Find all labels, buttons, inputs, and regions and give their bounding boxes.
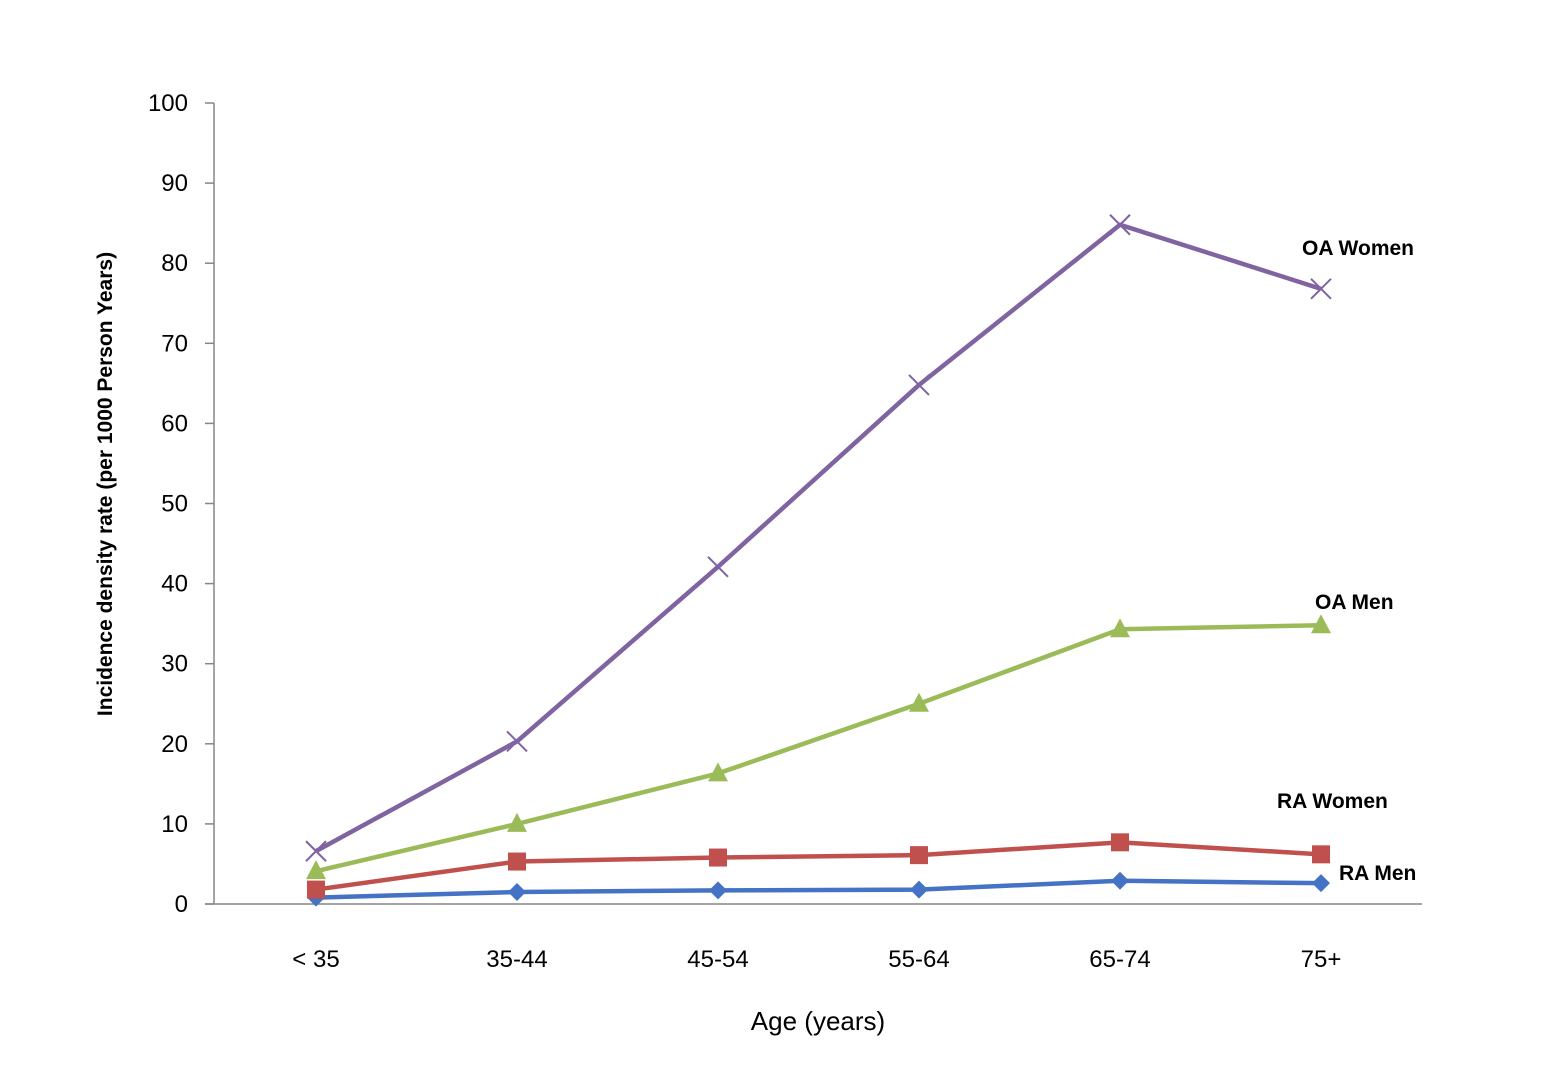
series-label-ra-women: RA Women (1277, 790, 1388, 813)
point-ra-men (1312, 874, 1330, 893)
y-tick-label: 10 (161, 811, 188, 838)
y-tick-label: 30 (161, 651, 188, 678)
series-ra-women (307, 833, 1330, 899)
point-ra-women (1312, 845, 1330, 864)
point-ra-women (1111, 833, 1129, 852)
series-oa-women (305, 214, 1332, 862)
point-ra-women (508, 852, 526, 871)
y-ticks: 0 10 20 30 40 50 60 70 80 90 100 (148, 90, 214, 918)
x-tick-label: 55-64 (888, 946, 949, 973)
series-line-ra-men (315, 878, 1322, 900)
series-layer (305, 214, 1332, 907)
point-ra-men (1111, 871, 1129, 890)
x-tick-label: 45-54 (687, 946, 748, 973)
point-oa-women (1109, 214, 1131, 236)
x-tick-label: 65-74 (1089, 946, 1150, 973)
series-oa-men (306, 614, 1331, 880)
series-label-oa-women: OA Women (1302, 237, 1414, 260)
y-tick-label: 70 (161, 330, 188, 357)
point-ra-men (709, 881, 727, 900)
point-oa-women (908, 374, 930, 396)
point-ra-women (307, 880, 325, 899)
point-oa-men (909, 692, 929, 712)
series-line-oa-women (314, 222, 1322, 854)
series-line-ra-women (315, 840, 1322, 892)
x-ticks: < 35 35-44 45-54 55-64 65-74 75+ (292, 946, 1341, 973)
y-tick-label: 80 (161, 250, 188, 277)
y-tick-label: 90 (161, 170, 188, 197)
point-oa-women (506, 730, 528, 753)
series-ra-men (307, 871, 1330, 907)
y-axis-title: Incidence density rate (per 1000 Person … (94, 252, 117, 716)
point-oa-men (1110, 618, 1130, 638)
x-axis-title: Age (years) (751, 1006, 885, 1036)
point-ra-women (709, 848, 727, 867)
point-oa-men (708, 762, 728, 782)
y-axis: 0 10 20 30 40 50 60 70 80 90 100 (148, 90, 215, 918)
y-tick-label: 40 (161, 571, 188, 598)
series-label-ra-men: RA Men (1339, 862, 1416, 885)
y-tick-label: 100 (148, 90, 188, 117)
x-tick-label: 35-44 (486, 946, 547, 973)
point-oa-women (707, 556, 729, 578)
point-oa-men (507, 812, 527, 832)
point-ra-men (910, 880, 928, 899)
y-tick-label: 20 (161, 731, 188, 758)
point-oa-women (305, 840, 327, 862)
x-tick-label: < 35 (292, 946, 339, 973)
series-labels: OA Women OA Men RA Women RA Men (1277, 237, 1416, 885)
x-axis: < 35 35-44 45-54 55-64 65-74 75+ (205, 903, 1422, 973)
y-tick-label: 60 (161, 410, 188, 437)
series-label-oa-men: OA Men (1315, 591, 1394, 614)
y-tick-label: 0 (175, 891, 188, 918)
point-ra-men (508, 882, 526, 901)
x-tick-label: 75+ (1301, 946, 1342, 973)
point-oa-men (306, 860, 326, 880)
point-ra-women (910, 846, 928, 865)
y-tick-label: 50 (161, 491, 188, 518)
point-oa-women (1310, 278, 1332, 300)
series-line-oa-men (315, 623, 1322, 874)
point-oa-men (1311, 614, 1331, 634)
